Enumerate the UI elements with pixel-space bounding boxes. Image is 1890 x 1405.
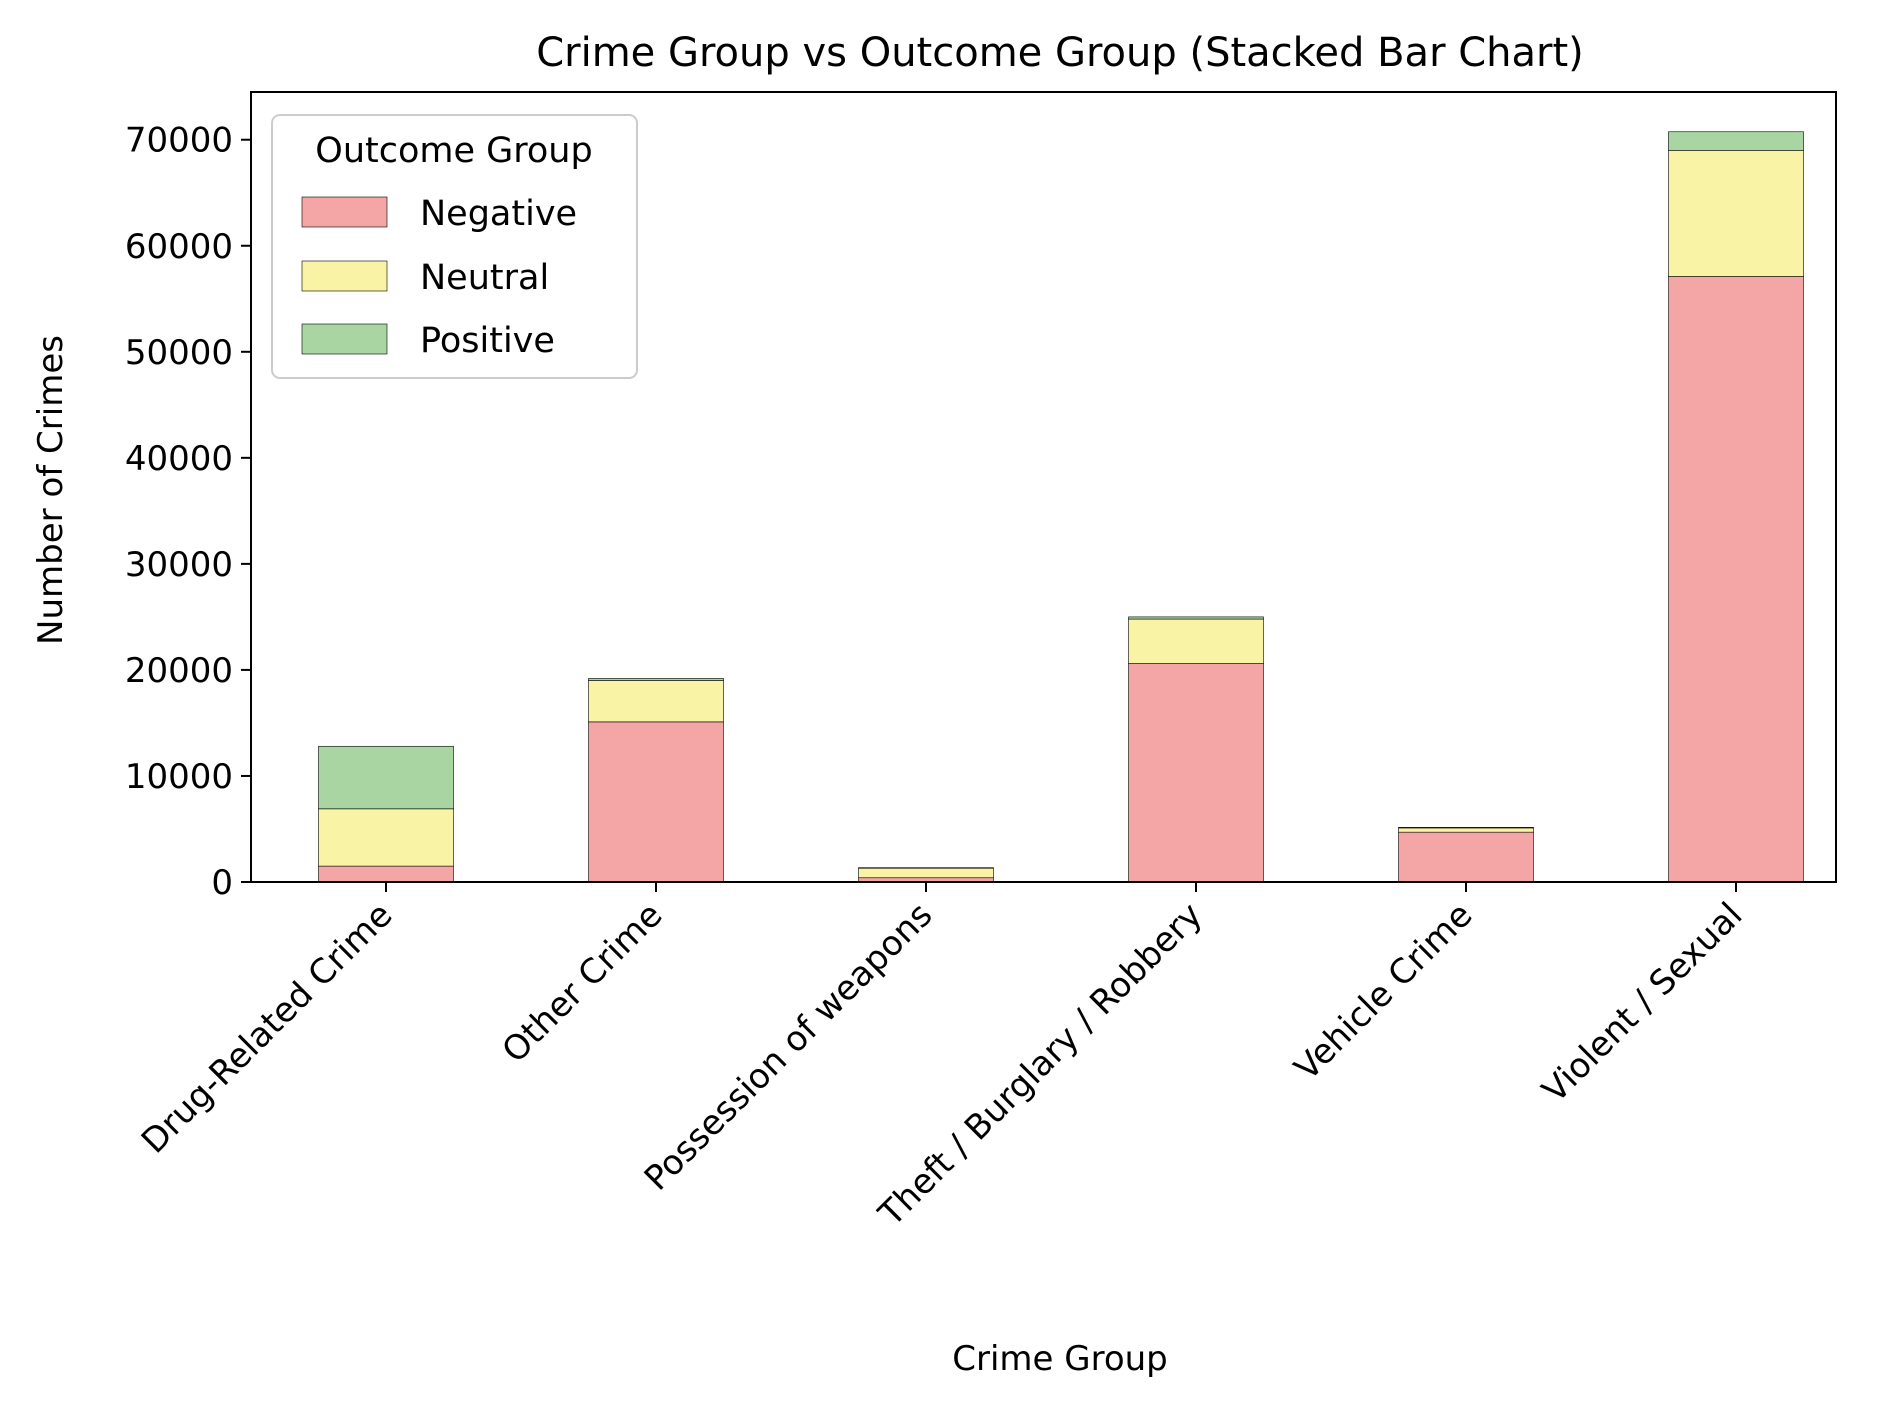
bar-possession-of-weapons-positive	[858, 867, 994, 869]
y-tick-label: 50000	[125, 333, 233, 373]
y-tick-label: 70000	[125, 121, 233, 161]
y-tick-label: 60000	[125, 227, 233, 267]
bar-vehicle-crime-neutral	[1398, 827, 1534, 833]
bar-theft-burglary-robbery-negative	[1128, 663, 1264, 883]
plot-frame	[250, 91, 1837, 883]
bar-vehicle-crime-negative	[1398, 831, 1534, 883]
bar-drug-related-crime-positive	[318, 745, 454, 810]
x-tick-label: Possession of weapons	[637, 895, 941, 1199]
y-axis-label: Number of Crimes	[31, 335, 71, 645]
bar-other-crime-neutral	[588, 680, 724, 723]
bar-possession-of-weapons-neutral	[858, 867, 994, 879]
legend: Outcome Group Negative Neutral Positive	[271, 114, 638, 379]
bar-drug-related-crime-neutral	[318, 808, 454, 867]
legend-label-positive: Positive	[420, 321, 555, 361]
bar-vehicle-crime-positive	[1398, 827, 1534, 829]
y-tick-label: 0	[211, 863, 233, 903]
bar-violent-sexual-negative	[1668, 276, 1804, 883]
x-tick-label: Drug-Related Crime	[134, 895, 400, 1161]
bar-violent-sexual-neutral	[1668, 150, 1804, 277]
chart-title: Crime Group vs Outcome Group (Stacked Ba…	[536, 30, 1584, 76]
y-tick-label: 30000	[125, 545, 233, 585]
y-tick-label: 20000	[125, 651, 233, 691]
bar-theft-burglary-robbery-positive	[1128, 616, 1264, 620]
x-tick-label: Vehicle Crime	[1287, 895, 1480, 1088]
legend-swatch-positive	[301, 323, 388, 355]
bar-drug-related-crime-negative	[318, 865, 454, 883]
x-tick-label: Other Crime	[495, 895, 671, 1071]
x-tick-label: Theft / Burglary / Robbery	[871, 895, 1211, 1235]
legend-swatch-neutral	[301, 260, 388, 292]
y-tick-label: 10000	[125, 757, 233, 797]
y-axis: 0 10000 20000 30000 40000 50000 60000 70000	[125, 121, 251, 903]
bar-other-crime-negative	[588, 721, 724, 883]
bar-violent-sexual-positive	[1668, 131, 1804, 151]
x-axis: Drug-Related Crime Other CrimePossession …	[134, 882, 1750, 1235]
x-axis-label: Crime Group	[952, 1339, 1168, 1379]
x-tick-label: Violent / Sexual	[1535, 895, 1751, 1111]
legend-label-neutral: Neutral	[420, 258, 549, 298]
y-tick-label: 40000	[125, 439, 233, 479]
legend-box	[271, 114, 638, 379]
legend-swatch-negative	[301, 196, 388, 228]
bar-other-crime-positive	[588, 678, 724, 681]
bars-layer	[318, 131, 1804, 883]
legend-label-negative: Negative	[420, 194, 577, 234]
legend-title: Outcome Group	[315, 131, 592, 171]
bar-theft-burglary-robbery-neutral	[1128, 618, 1264, 664]
